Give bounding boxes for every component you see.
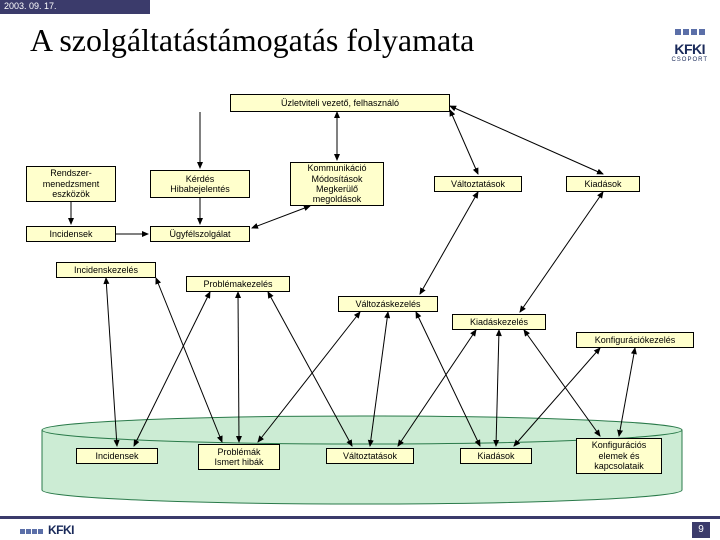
- box-problkez: Problémakezelés: [186, 276, 290, 292]
- date-bar: 2003. 09. 17.: [0, 0, 150, 14]
- box-kerdes: KérdésHibabejelentés: [150, 170, 250, 198]
- box-top_user: Üzletviteli vezető, felhasználó: [230, 94, 450, 112]
- box-c_incid: Incidensek: [76, 448, 158, 464]
- footer-logo-text: KFKI: [48, 523, 74, 537]
- logo-top: KFKI CSOPORT: [671, 22, 708, 63]
- box-c_valt: Változtatások: [326, 448, 414, 464]
- footer: KFKI 9: [0, 516, 720, 540]
- box-c_konf: Konfigurációselemek éskapcsolataik: [576, 438, 662, 474]
- box-kiadkez: Kiadáskezelés: [452, 314, 546, 330]
- box-ugyfel: Ügyfélszolgálat: [150, 226, 250, 242]
- logo-text: KFKI: [671, 41, 708, 57]
- footer-logo: KFKI: [20, 521, 74, 539]
- box-c_kiad: Kiadások: [460, 448, 532, 464]
- box-komm: KommunikációMódosításokMegkerülőmegoldás…: [290, 162, 384, 206]
- box-rendszer: Rendszer-menedzsmenteszközök: [26, 166, 116, 202]
- logo-subtext: CSOPORT: [671, 57, 708, 63]
- box-valtkez: Változáskezelés: [338, 296, 438, 312]
- box-valt: Változtatások: [434, 176, 522, 192]
- box-incidensek: Incidensek: [26, 226, 116, 242]
- box-c_probl: ProblémákIsmert hibák: [198, 444, 280, 470]
- box-konfkez: Konfigurációkezelés: [576, 332, 694, 348]
- page-number: 9: [692, 522, 710, 538]
- box-kiad: Kiadások: [566, 176, 640, 192]
- box-incidkez: Incidenskezelés: [56, 262, 156, 278]
- page-title: A szolgáltatástámogatás folyamata: [30, 22, 474, 59]
